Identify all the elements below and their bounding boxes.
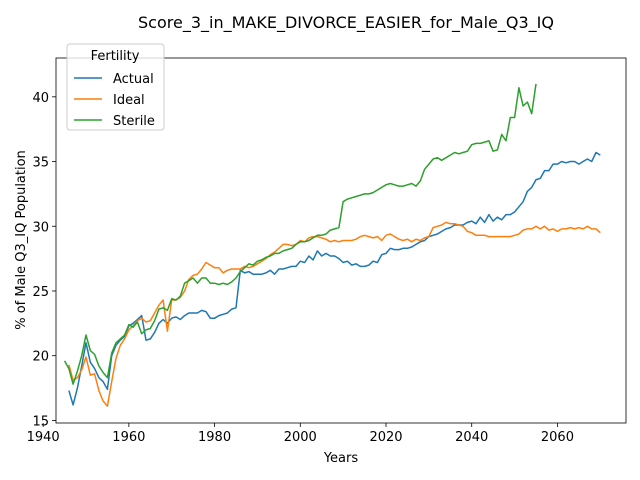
x-tick-label: 2040 [455, 430, 488, 445]
y-tick-label: 15 [32, 414, 49, 429]
x-axis-label: Years [323, 451, 359, 466]
legend-items: Actual Ideal Sterile [74, 72, 155, 129]
y-axis-label: % of Male Q3_IQ Population [14, 150, 29, 330]
plot-area-frame [55, 57, 627, 424]
series-line-actual [68, 151, 601, 406]
x-axis-ticks: 1940 1960 1980 2000 2020 2040 2060 [27, 423, 574, 445]
chart-title: Score_3_in_MAKE_DIVORCE_EASIER_for_Male_… [138, 13, 554, 33]
x-tick-label: 1960 [112, 430, 145, 445]
legend-title: Fertility [91, 49, 140, 64]
x-tick-label: 1980 [198, 430, 231, 445]
x-tick-label: 1940 [27, 430, 60, 445]
legend-label-ideal: Ideal [113, 93, 145, 108]
legend-box [66, 43, 165, 131]
x-tick-label: 2020 [369, 430, 402, 445]
legend: Fertility Actual Ideal Sterile [66, 43, 165, 131]
y-tick-label: 35 [32, 156, 49, 171]
y-axis-ticks: 15 20 25 30 35 40 [32, 91, 56, 429]
y-tick-label: 25 [32, 285, 49, 300]
y-tick-label: 40 [32, 91, 49, 106]
x-tick-label: 2060 [541, 430, 574, 445]
y-tick-label: 20 [32, 350, 49, 365]
series-layer [63, 83, 601, 407]
legend-label-sterile: Sterile [113, 114, 155, 129]
legend-label-actual: Actual [113, 72, 154, 87]
series-line-sterile [63, 83, 537, 385]
series-line-ideal [68, 221, 601, 407]
x-tick-label: 2000 [284, 430, 317, 445]
y-tick-label: 30 [32, 220, 49, 235]
